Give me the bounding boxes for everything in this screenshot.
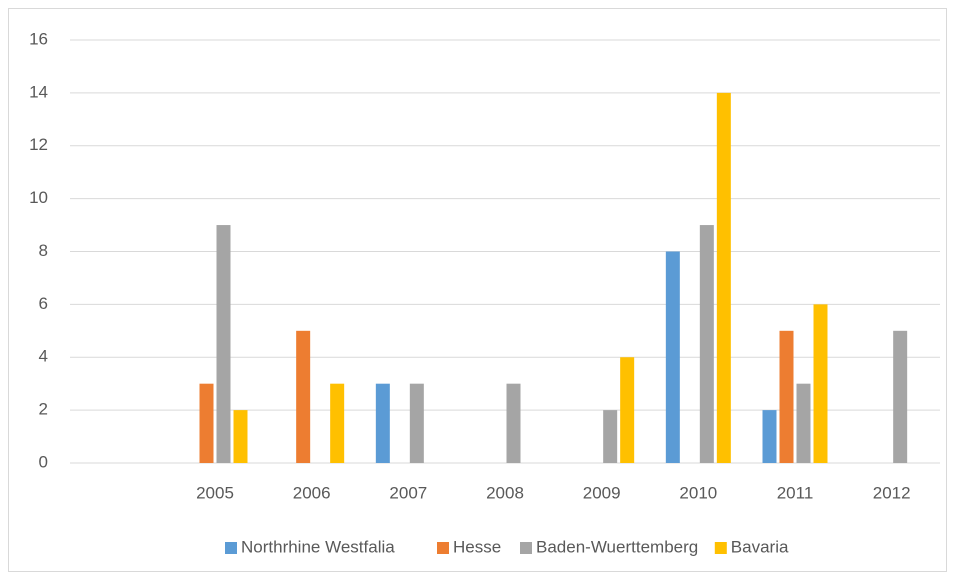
y-tick-label: 10 [29, 188, 48, 207]
y-tick-label: 12 [29, 135, 48, 154]
y-tick-label: 2 [39, 400, 48, 419]
bar [375, 383, 390, 463]
bar [330, 383, 345, 463]
x-tick-label: 2008 [486, 483, 524, 502]
y-tick-label: 14 [29, 82, 48, 101]
bar [296, 330, 311, 463]
bar [762, 410, 777, 463]
bar [603, 410, 618, 463]
legend-label: Hesse [453, 537, 501, 556]
bar [233, 410, 248, 463]
bar [716, 92, 731, 463]
legend-swatch [225, 542, 237, 554]
x-tick-label: 2011 [777, 483, 814, 502]
legend-label: Bavaria [731, 537, 789, 556]
x-tick-label: 2007 [389, 483, 427, 502]
bar [699, 225, 714, 463]
x-tick-label: 2005 [196, 483, 234, 502]
bar [893, 330, 908, 463]
legend-swatch [437, 542, 449, 554]
bar [199, 383, 214, 463]
bar [216, 225, 231, 463]
bar [506, 383, 521, 463]
bar [665, 251, 680, 463]
y-tick-label: 4 [39, 347, 48, 366]
legend-swatch [714, 542, 727, 554]
x-tick-label: 2009 [583, 483, 621, 502]
chart-border [8, 8, 947, 572]
legend-label: Northrhine Westfalia [241, 537, 395, 556]
bar [620, 357, 635, 463]
legend-label: Baden-Wuerttemberg [536, 537, 698, 556]
legend-swatch [520, 542, 532, 554]
x-tick-label: 2012 [873, 483, 911, 502]
bar [779, 330, 794, 463]
x-tick-label: 2006 [293, 483, 331, 502]
x-tick-label: 2010 [679, 483, 717, 502]
y-tick-label: 8 [39, 241, 48, 260]
bar [796, 383, 811, 463]
y-tick-label: 6 [39, 294, 48, 313]
bar [813, 304, 828, 463]
bar [409, 383, 424, 463]
y-tick-label: 0 [39, 452, 48, 471]
y-tick-label: 16 [29, 29, 48, 48]
